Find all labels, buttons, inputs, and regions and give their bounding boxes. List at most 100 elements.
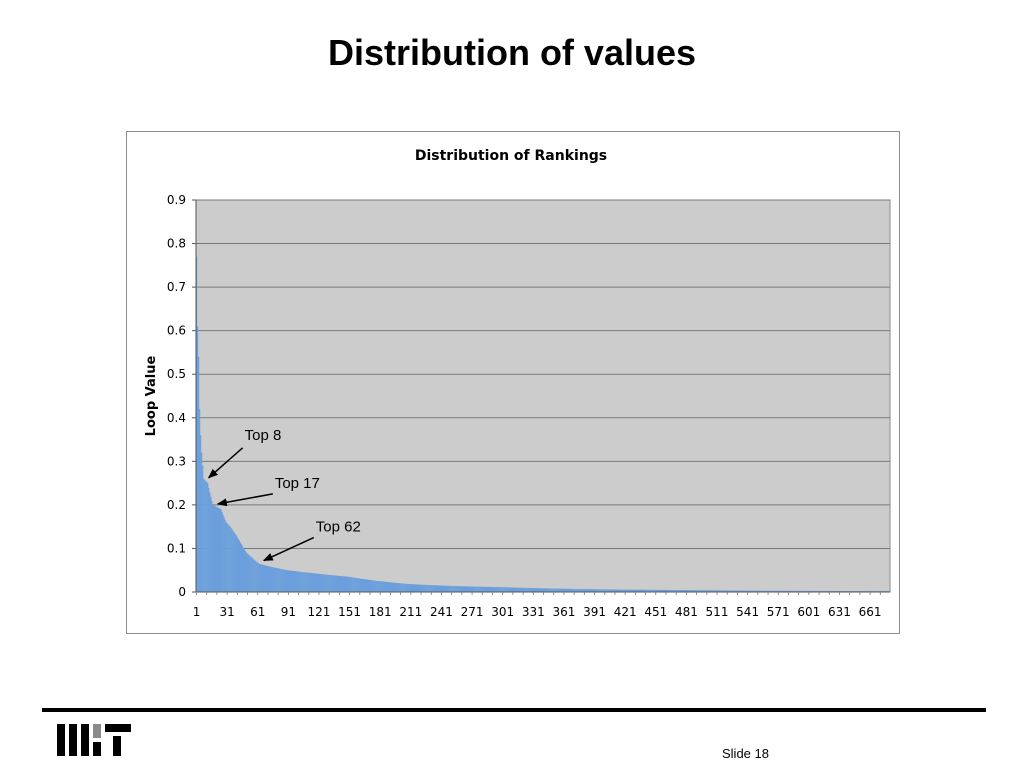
bar <box>336 575 339 592</box>
y-tick-label: 0.9 <box>167 193 186 207</box>
bar <box>316 573 318 592</box>
y-axis-label: Loop Value <box>144 356 159 437</box>
bar <box>239 542 242 592</box>
ranking-distribution-chart: Distribution of Rankings 0 0.1 0.2 0.3 0.4 0.… <box>144 148 891 619</box>
bar <box>448 585 450 592</box>
bar <box>642 589 644 592</box>
bar <box>539 588 542 592</box>
y-tick-label: 0.8 <box>167 237 186 251</box>
bar <box>756 590 758 592</box>
bar <box>350 577 352 592</box>
bar <box>559 588 561 592</box>
bar <box>430 585 432 592</box>
bar <box>315 573 317 592</box>
bar <box>496 587 498 592</box>
bar <box>524 587 526 592</box>
bar <box>588 589 591 592</box>
bar <box>377 580 379 592</box>
bar <box>434 585 436 592</box>
bar <box>261 564 263 592</box>
x-axis: 1 31 61 91 121 151 181 211 241 271 301 331 361 391 421… <box>193 591 890 619</box>
bar <box>798 590 800 592</box>
bar <box>284 569 286 592</box>
bar <box>470 586 472 592</box>
bar <box>589 589 592 592</box>
bar <box>612 589 614 592</box>
bar <box>388 582 391 592</box>
bar <box>573 588 575 592</box>
bar <box>233 532 235 592</box>
bar <box>724 590 726 592</box>
bar <box>728 590 730 592</box>
bar <box>749 590 751 592</box>
bar <box>569 588 571 592</box>
bar <box>667 589 669 592</box>
bar <box>412 584 414 592</box>
bar <box>702 590 704 592</box>
bar <box>217 507 219 592</box>
bar <box>759 590 761 592</box>
bar <box>462 586 464 592</box>
bar <box>489 586 492 592</box>
bar <box>366 579 368 592</box>
bar <box>410 584 412 592</box>
bar <box>276 568 278 592</box>
bar <box>789 590 792 592</box>
bar <box>523 587 525 592</box>
bar <box>292 570 295 592</box>
bar <box>483 586 485 592</box>
bar <box>311 573 313 592</box>
y-tick-label: 0.7 <box>167 280 186 294</box>
bar <box>468 586 470 592</box>
bar <box>405 583 407 592</box>
bar <box>290 570 293 592</box>
bar <box>826 590 828 592</box>
bar <box>325 574 327 592</box>
x-tick-label: 421 <box>614 605 637 619</box>
bar <box>208 487 210 592</box>
chart-title: Distribution of Rankings <box>415 148 607 164</box>
bar <box>679 590 681 592</box>
bar <box>715 590 717 592</box>
bar <box>262 564 264 592</box>
bar <box>576 588 578 592</box>
bar <box>494 587 496 592</box>
bar <box>578 589 580 592</box>
bar <box>397 583 399 592</box>
bar <box>824 590 826 592</box>
bar <box>287 570 290 592</box>
bar <box>561 588 563 592</box>
chart-frame: Distribution of Rankings 0 0.1 0.2 0.3 0.4 0.… <box>126 131 900 634</box>
bar <box>492 587 495 592</box>
bar <box>516 587 518 592</box>
bar <box>734 590 737 592</box>
bar <box>700 590 702 592</box>
bar <box>346 576 348 592</box>
x-tick-label: 511 <box>706 605 729 619</box>
bar <box>701 590 703 592</box>
bar <box>769 590 771 592</box>
bar <box>623 589 625 592</box>
annotation-arrow <box>216 493 273 507</box>
bar <box>198 356 200 592</box>
bar <box>815 590 817 592</box>
bar <box>694 590 696 592</box>
bar <box>267 566 269 592</box>
bar <box>711 590 713 592</box>
bar <box>570 588 572 592</box>
bar <box>329 574 331 592</box>
bar <box>551 588 553 592</box>
bar <box>625 589 627 592</box>
bar <box>393 582 396 592</box>
bar <box>525 587 527 592</box>
x-tick-label: 481 <box>675 605 698 619</box>
bar <box>638 589 641 592</box>
bar <box>621 589 623 592</box>
bar <box>507 587 509 592</box>
bar <box>743 590 745 592</box>
bar <box>684 590 687 592</box>
bar <box>282 569 284 592</box>
bar <box>710 590 712 592</box>
bar <box>256 561 258 592</box>
bar <box>832 590 835 592</box>
